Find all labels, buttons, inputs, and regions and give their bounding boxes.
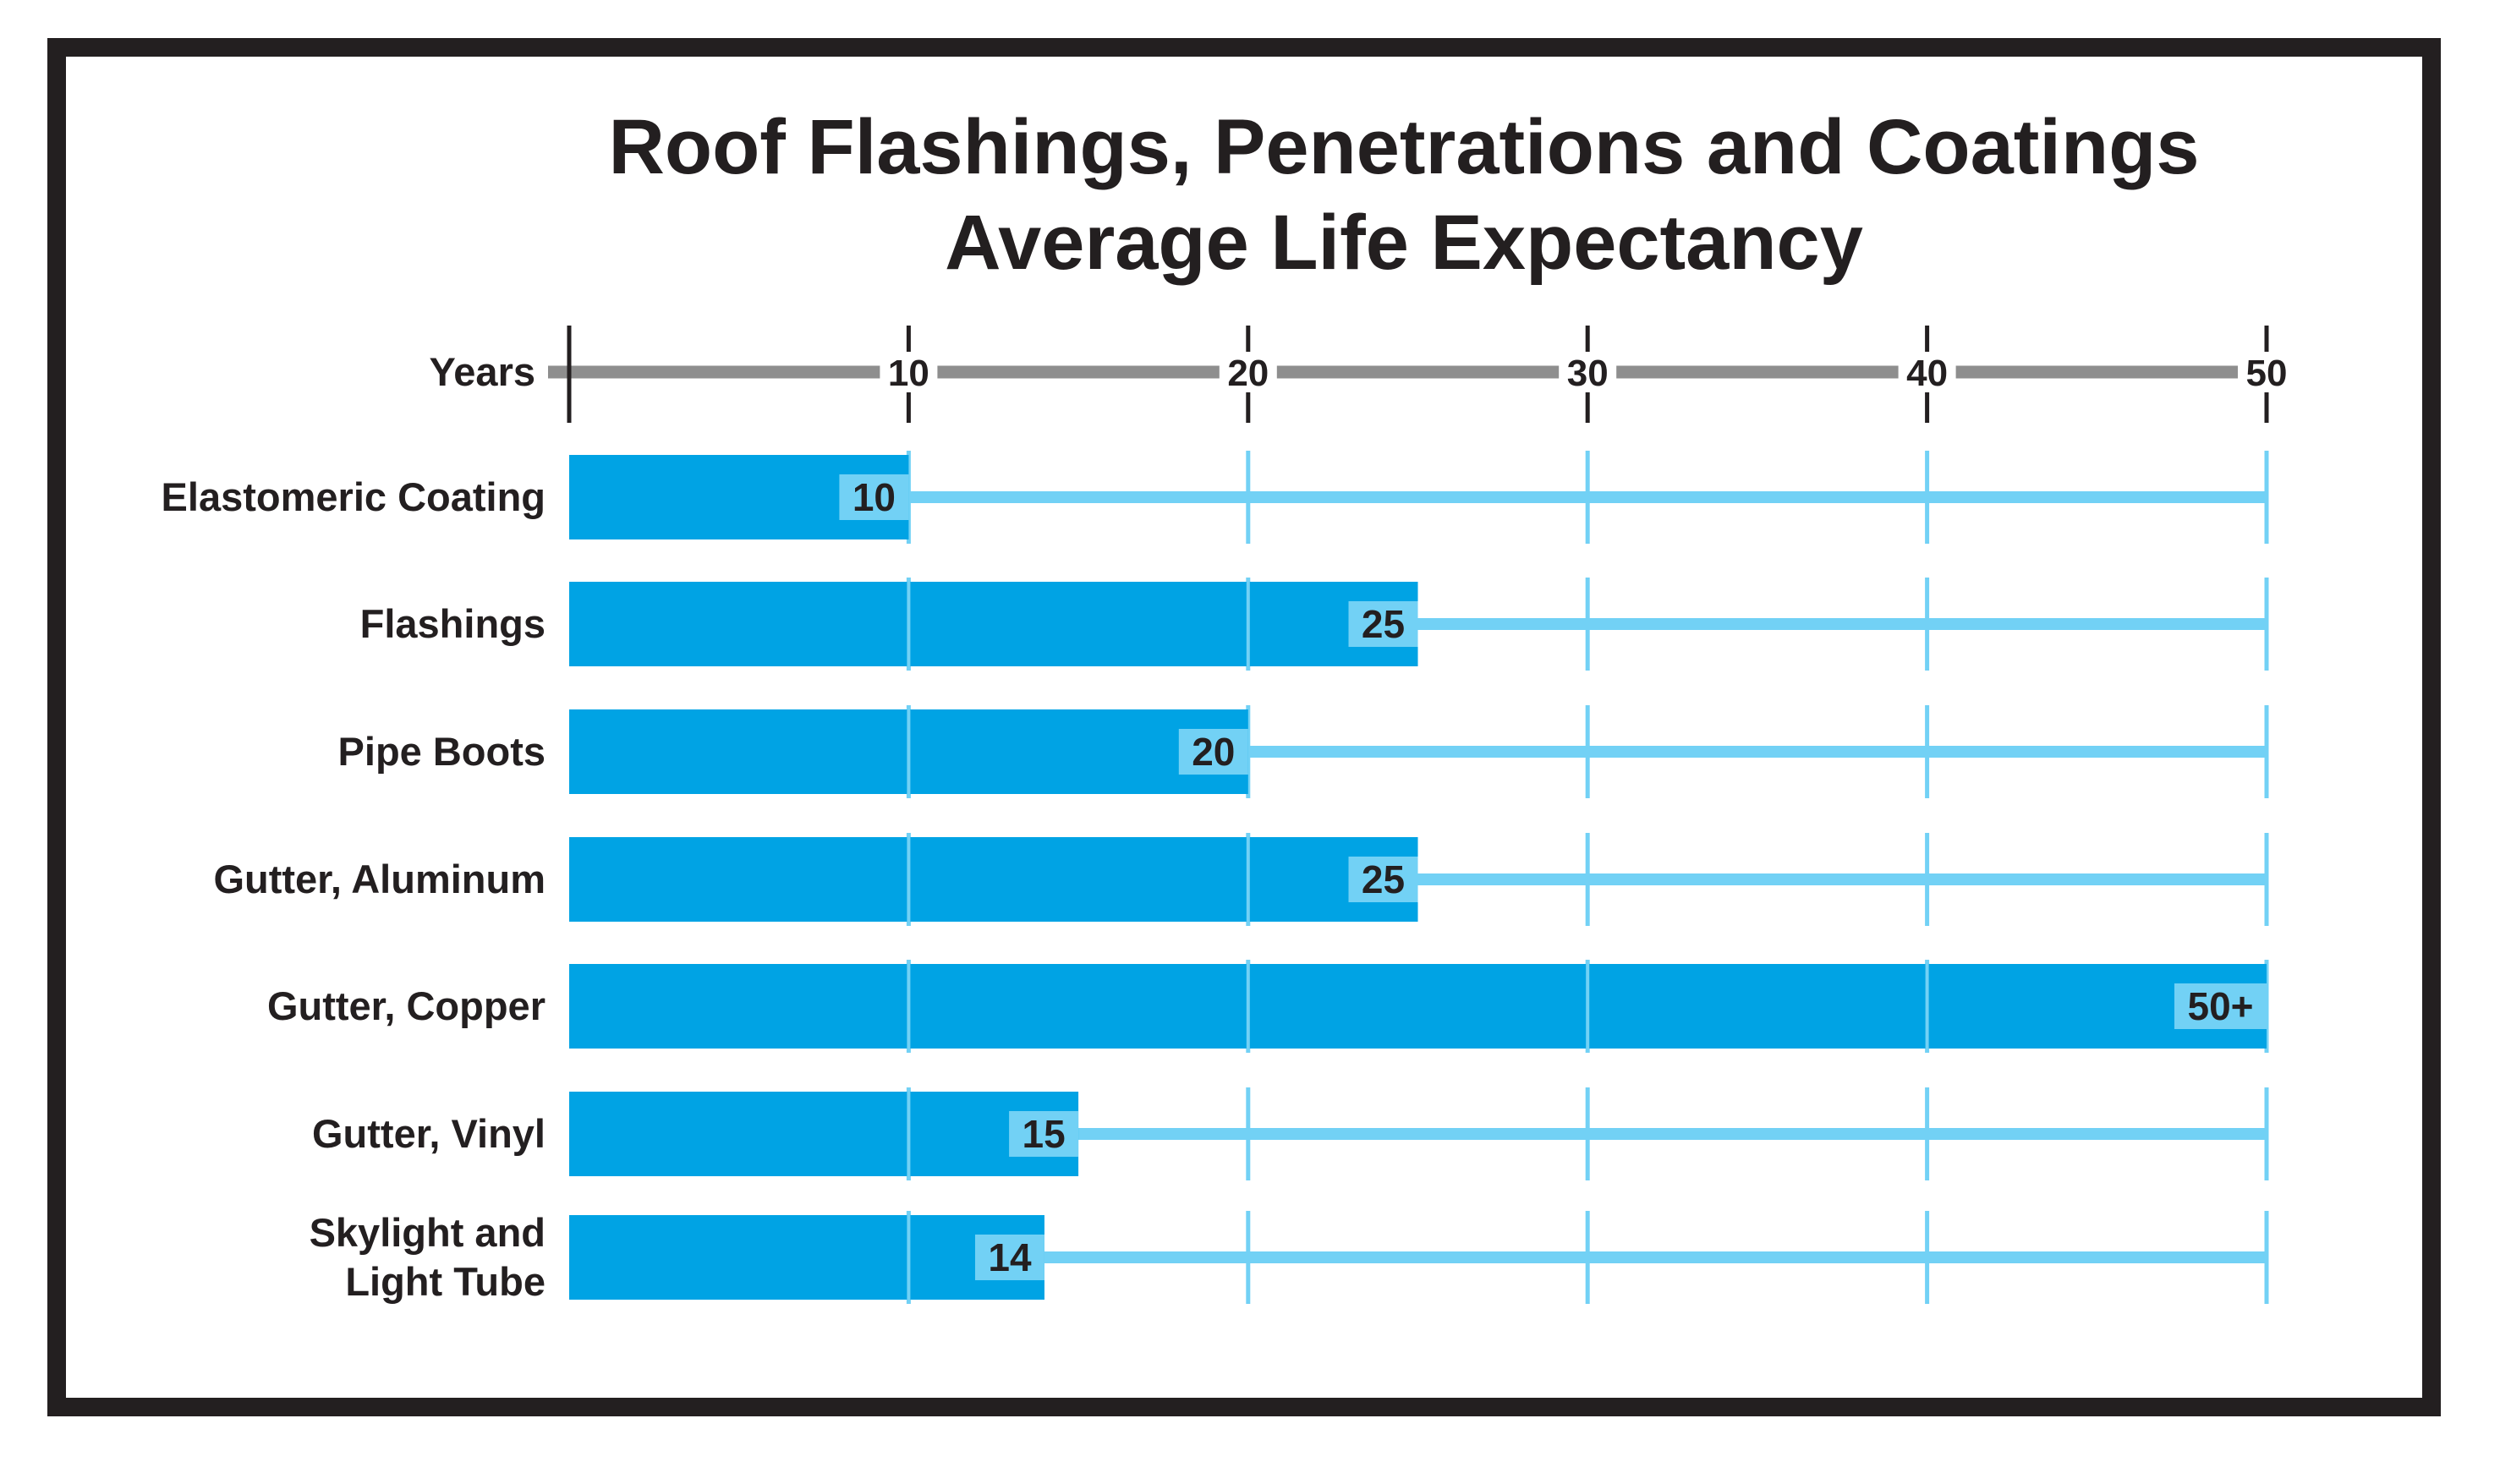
value-label: 15 xyxy=(1022,1112,1066,1156)
value-label-box xyxy=(974,1235,1044,1280)
x-tick-label-bg-30 xyxy=(1559,352,1617,392)
category-label: Skylight and xyxy=(310,1210,546,1255)
bar xyxy=(569,964,2267,1049)
value-label: 25 xyxy=(1362,857,1405,901)
chart-title-line-2: Average Life Expectancy xyxy=(945,200,1863,286)
value-label: 10 xyxy=(853,475,896,519)
value-label: 14 xyxy=(988,1235,1032,1279)
plot-area: Years 10 20 30 40 50 10 Elastomeric Coating 25 Fl… xyxy=(162,326,2295,1304)
value-label-box xyxy=(2174,983,2267,1029)
bar xyxy=(569,837,1418,922)
x-tick-label-bg-50 xyxy=(2238,352,2295,392)
bar xyxy=(569,1092,1079,1176)
value-label: 20 xyxy=(1192,730,1235,774)
value-label-box xyxy=(1178,729,1248,775)
chart-title-line-1: Roof Flashings, Penetrations and Coating… xyxy=(608,104,2199,190)
value-label: 50+ xyxy=(2187,984,2253,1028)
category-label: Flashings xyxy=(360,601,546,646)
x-axis-title: Years xyxy=(430,349,535,394)
x-tick-label: 50 xyxy=(2246,353,2288,394)
value-label-box xyxy=(839,474,909,520)
value-label-box xyxy=(1348,601,1418,647)
bar xyxy=(569,582,1418,666)
value-label-box xyxy=(1009,1111,1079,1157)
x-tick-label-bg-20 xyxy=(1219,352,1277,392)
x-tick-label: 30 xyxy=(1567,353,1609,394)
x-tick-label-bg-40 xyxy=(1898,352,1956,392)
category-label: Gutter, Copper xyxy=(267,983,546,1028)
category-label: Elastomeric Coating xyxy=(162,474,546,519)
x-tick-label: 10 xyxy=(888,353,929,394)
value-label-box xyxy=(1348,857,1418,902)
category-label: Light Tube xyxy=(345,1259,546,1304)
bar xyxy=(569,1215,1044,1300)
x-tick-label-bg-10 xyxy=(880,352,938,392)
category-label: Pipe Boots xyxy=(338,729,546,774)
category-label: Gutter, Vinyl xyxy=(312,1111,546,1156)
value-label: 25 xyxy=(1362,602,1405,646)
x-tick-label: 20 xyxy=(1227,353,1269,394)
category-label: Gutter, Aluminum xyxy=(213,857,546,901)
x-tick-label: 40 xyxy=(1906,353,1948,394)
